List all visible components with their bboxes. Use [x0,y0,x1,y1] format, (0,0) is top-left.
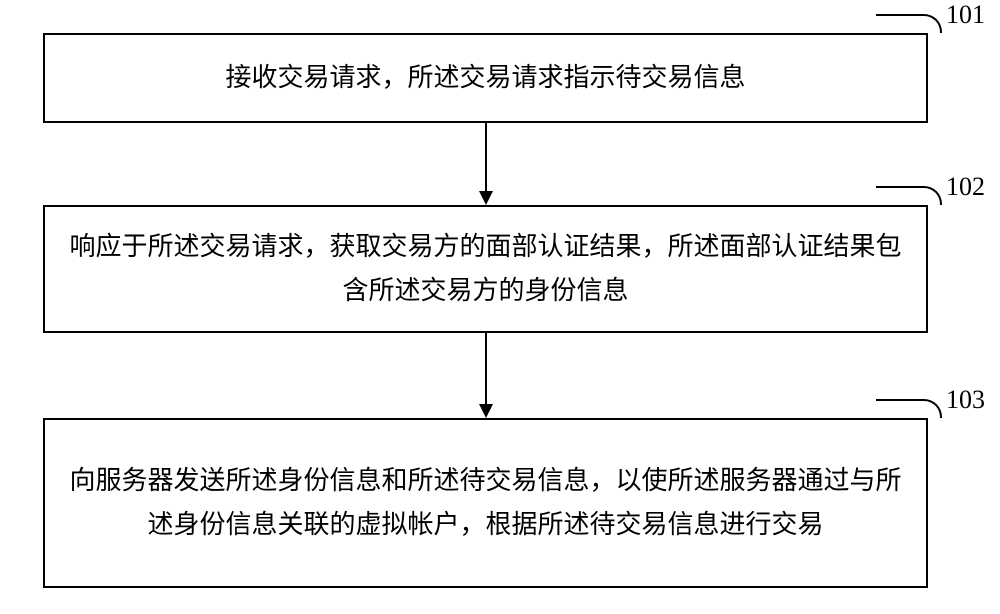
flow-step-text: 响应于所述交易请求，获取交易方的面部认证结果，所述面部认证结果包含所述交易方的身… [69,225,902,313]
callout-line-103 [876,399,942,418]
flow-step-101: 接收交易请求，所述交易请求指示待交易信息 [43,33,928,123]
flow-step-text: 接收交易请求，所述交易请求指示待交易信息 [225,56,745,100]
flow-step-102: 响应于所述交易请求，获取交易方的面部认证结果，所述面部认证结果包含所述交易方的身… [43,205,928,333]
step-number-label: 103 [946,385,985,415]
arrow-102-to-103 [476,333,496,418]
step-number-label: 101 [946,0,985,30]
callout-line-102 [876,186,942,205]
callout-line-101 [876,14,942,33]
step-number-label: 102 [946,172,985,202]
arrow-101-to-102 [476,123,496,205]
flow-step-103: 向服务器发送所述身份信息和所述待交易信息，以使所述服务器通过与所述身份信息关联的… [43,418,928,588]
flow-step-text: 向服务器发送所述身份信息和所述待交易信息，以使所述服务器通过与所述身份信息关联的… [69,459,902,547]
